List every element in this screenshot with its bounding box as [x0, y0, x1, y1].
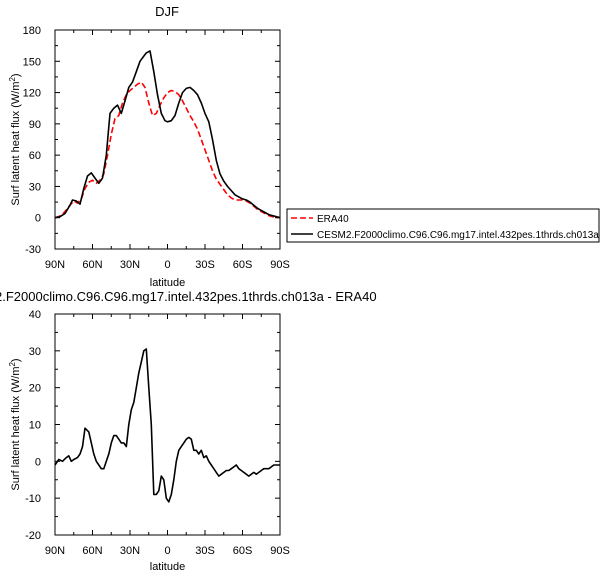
- chart2-x-tick-label: 60N: [82, 545, 102, 557]
- chart2-x-tick-label: 90S: [270, 545, 290, 557]
- chart2-title: CESM2.F2000climo.C96.C96.mg17.intel.432p…: [0, 289, 377, 304]
- chart2-plot-frame: [54, 313, 281, 536]
- chart1-y-tick-label: 60: [29, 150, 41, 162]
- chart1-y-tick-label: 90: [29, 119, 41, 131]
- chart2-y-tick-label: -20: [25, 530, 41, 542]
- chart1-y-axis-title: Surf latent heat flux (W/m2): [8, 73, 22, 205]
- chart1-y-tick-label: 30: [29, 181, 41, 193]
- chart1-x-tick-label: 30N: [120, 259, 140, 271]
- chart2-y-axis-title: Surf latent heat flux (W/m2): [8, 358, 22, 490]
- legend-label-1: ERA40: [317, 214, 349, 225]
- chart1-y-tick-label: 150: [23, 56, 41, 68]
- chart1-x-tick-label: 90N: [45, 259, 65, 271]
- chart1-x-tick-label: 60S: [233, 259, 253, 271]
- chart2-x-tick-label: 0: [164, 545, 170, 557]
- chart1-x-tick-label: 60N: [82, 259, 102, 271]
- chart2-y-tick-label: 20: [29, 383, 41, 395]
- legend-label-2: CESM2.F2000climo.C96.C96.mg17.intel.432p…: [317, 230, 599, 241]
- chart1-x-tick-label: 90S: [270, 259, 290, 271]
- chart1-y-tick-label: 180: [23, 25, 41, 37]
- chart-panel-2: 90N 60N 30N 0 30S 60S 90S -20 -10 0 10 20 30 40 CESM2.…: [0, 289, 377, 573]
- chart2-series-line-1: [54, 348, 280, 503]
- chart2-y-tick-label: 30: [29, 346, 41, 358]
- chart1-series-line-2: [54, 50, 281, 219]
- chart2-y-tick-label: -10: [25, 493, 41, 505]
- chart1-x-tick-label: 30S: [195, 259, 215, 271]
- chart2-x-tick-label: 30N: [120, 545, 140, 557]
- chart2-y-tick-label: 10: [29, 420, 41, 432]
- chart1-x-axis-title: latitude: [150, 277, 185, 289]
- chart1-y-tick-label: 0: [35, 213, 41, 225]
- chart1-x-tick-label: 0: [164, 259, 170, 271]
- chart1-y-tick-label: -30: [25, 244, 41, 256]
- chart1-title: DJF: [155, 4, 179, 19]
- chart-panel-1: 90N 60N 30N 0 30S 60S 90S -30 0 30 60 90 120 150 180 DJ…: [8, 4, 600, 289]
- chart2-y-tick-label: 0: [35, 456, 41, 468]
- chart2-x-axis-title: latitude: [150, 561, 185, 573]
- chart1-plot-frame: [54, 29, 281, 250]
- legend-box: [286, 208, 600, 243]
- chart-legend: ERA40 CESM2.F2000climo.C96.C96.mg17.intel…: [286, 208, 600, 243]
- chart2-y-tick-label: 40: [29, 309, 41, 321]
- chart1-series-line-1: [54, 81, 280, 219]
- chart2-x-tick-label: 60S: [233, 545, 253, 557]
- chart2-x-tick-label: 90N: [45, 545, 65, 557]
- chart2-x-tick-label: 30S: [195, 545, 215, 557]
- chart1-y-tick-label: 120: [23, 88, 41, 100]
